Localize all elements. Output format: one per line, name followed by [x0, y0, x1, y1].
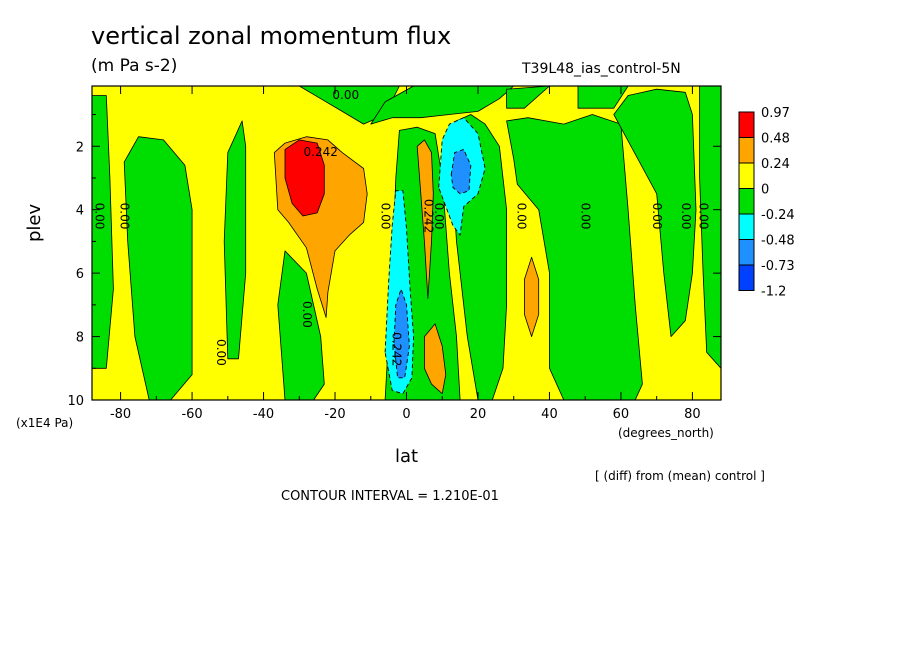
x-tick-label-5: 20 [470, 407, 487, 422]
contour-region-11 [613, 88, 697, 338]
y-tick-label-3: 8 [76, 331, 84, 346]
y-axis-label: plev [24, 203, 45, 242]
contour-label-12: 0.00 [650, 203, 664, 230]
colorbar-box-2 [738, 162, 755, 189]
contour-label-3: 0.00 [300, 301, 314, 328]
y-tick-label-4: 10 [67, 394, 84, 409]
contour-region-5 [370, 85, 515, 125]
contour-region-19 [393, 288, 410, 379]
contour-region-3 [277, 250, 325, 401]
y-axis-units: (x1E4 Pa) [16, 416, 74, 430]
contour-regions [91, 85, 722, 401]
contour-label-2: 0.00 [214, 339, 228, 366]
contour-region-21 [450, 148, 472, 195]
colorbar-label-5: -0.48 [761, 234, 795, 249]
y-axis: 2 4 6 8 10 [67, 114, 721, 409]
contour-label-8: 0.00 [432, 203, 446, 230]
colorbar-box-3 [738, 188, 755, 215]
x-axis-label: lat [395, 446, 419, 467]
diff-note: [ (diff) from (mean) control ] [595, 469, 765, 483]
contour-label-4: 0.242 [304, 145, 338, 159]
colorbar: 0.97 0.48 0.24 0 -0.24 -0.48 -0.73 -1.2 [738, 106, 795, 300]
contour-region-14 [284, 139, 325, 217]
colorbar-label-0: 0.97 [761, 106, 790, 121]
contour-label-7: 0.242 [421, 199, 435, 233]
y-tick-label-1: 4 [76, 204, 84, 219]
x-tick-label-4: 0 [402, 407, 410, 422]
contour-label-1: 0.00 [118, 203, 132, 230]
colorbar-label-3: 0 [761, 183, 769, 198]
colorbar-label-2: 0.24 [761, 157, 790, 172]
x-tick-label-3: -20 [324, 407, 345, 422]
contour-label-9: 0.242 [389, 332, 403, 366]
contour-interval: CONTOUR INTERVAL = 1.210E-01 [281, 489, 499, 504]
contour-label-11: 0.00 [579, 203, 593, 230]
contour-label-10: 0.00 [514, 203, 528, 230]
x-tick-label-2: -40 [253, 407, 274, 422]
contour-region-16 [423, 323, 447, 395]
run-label: T39L48_ias_control-5N [522, 61, 681, 77]
contour-label-6: 0.00 [379, 203, 393, 230]
x-axis: -80 -60 -40 -20 0 20 40 60 80 [110, 86, 701, 422]
colorbar-box-4 [738, 213, 755, 240]
y-tick-label-2: 6 [76, 267, 84, 282]
contour-region-1 [123, 136, 193, 401]
contour-region-9 [506, 85, 550, 109]
colorbar-box-6 [738, 264, 755, 291]
x-tick-label-1: -60 [181, 407, 202, 422]
contour-label-14: 0.00 [697, 203, 711, 230]
y-tick-label-0: 2 [76, 140, 84, 155]
x-tick-label-0: -80 [110, 407, 131, 422]
contour-region-2 [223, 120, 247, 360]
contour-label-0: 0.00 [93, 203, 107, 230]
colorbar-label-1: 0.48 [761, 132, 790, 147]
colorbar-label-6: -0.73 [761, 259, 795, 274]
contour-label-13: 0.00 [679, 203, 693, 230]
contour-label-5: 0.00 [332, 88, 359, 102]
colorbar-label-4: -0.24 [761, 208, 795, 223]
chart-title: vertical zonal momentum flux [91, 22, 452, 50]
contour-region-17 [524, 256, 540, 338]
x-tick-label-6: 40 [541, 407, 558, 422]
colorbar-box-1 [738, 137, 755, 164]
contour-region-15 [416, 139, 434, 299]
colorbar-label-7: -1.2 [761, 285, 786, 300]
x-axis-units: (degrees_north) [618, 426, 714, 440]
contour-region-8 [506, 114, 643, 401]
x-tick-label-7: 60 [613, 407, 630, 422]
colorbar-box-0 [738, 111, 755, 138]
colorbar-box-5 [738, 239, 755, 266]
chart-units: (m Pa s-2) [91, 56, 178, 76]
x-tick-label-8: 80 [684, 407, 701, 422]
